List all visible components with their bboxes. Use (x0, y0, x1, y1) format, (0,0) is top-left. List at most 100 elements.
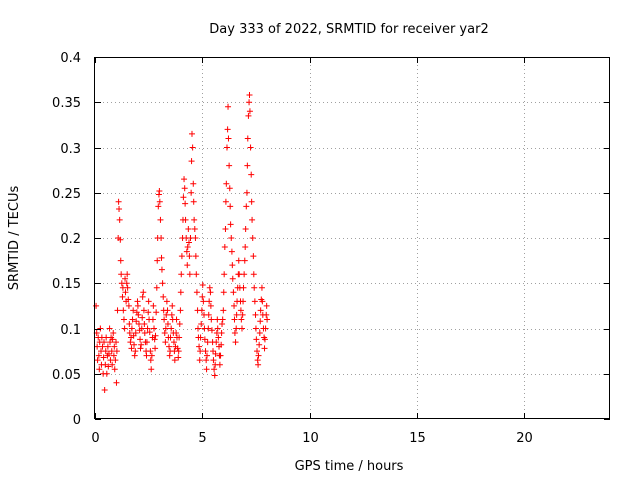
data-point (223, 180, 230, 187)
y-axis-label: SRMTID / TECUs (7, 186, 22, 291)
data-point (240, 298, 247, 305)
y-tick-label: 0 (73, 413, 81, 428)
data-point (193, 289, 200, 296)
data-point (186, 253, 193, 260)
data-point (182, 200, 189, 207)
data-point (151, 325, 158, 332)
data-point (132, 330, 139, 337)
data-point (200, 298, 207, 305)
data-point (239, 311, 246, 318)
data-point (104, 343, 111, 350)
grid-lines (95, 57, 610, 419)
data-point (208, 327, 215, 334)
data-point (214, 325, 221, 332)
data-point (184, 244, 191, 251)
data-point (177, 307, 184, 314)
data-point (231, 330, 238, 337)
data-point (121, 325, 128, 332)
data-point (252, 325, 259, 332)
data-point (192, 235, 199, 241)
data-point (100, 354, 107, 361)
data-point (112, 357, 119, 364)
data-point (152, 332, 159, 339)
data-point (156, 198, 163, 205)
data-point (169, 302, 176, 309)
data-point (226, 162, 233, 169)
data-point (137, 345, 144, 352)
data-point (191, 216, 198, 223)
data-point (164, 320, 171, 327)
data-point (163, 298, 170, 305)
data-point (196, 357, 203, 364)
data-point (178, 271, 185, 278)
data-point (174, 345, 181, 352)
data-point (254, 348, 261, 355)
data-point (116, 216, 123, 223)
data-point (113, 348, 120, 355)
data-point (161, 330, 168, 337)
y-tick-label: 0.1 (60, 323, 81, 338)
data-point (198, 320, 205, 327)
data-point (145, 309, 152, 316)
data-point (246, 99, 253, 106)
data-point (185, 225, 192, 232)
data-point (140, 307, 147, 314)
data-point (109, 336, 116, 343)
data-point (219, 316, 226, 323)
data-point (214, 316, 221, 323)
data-point (256, 341, 263, 348)
data-point (203, 366, 210, 373)
data-point (231, 302, 238, 309)
data-point (235, 257, 242, 264)
data-point (206, 284, 213, 291)
data-point (168, 325, 175, 332)
data-point (183, 248, 190, 255)
data-point (145, 298, 152, 305)
data-point (116, 206, 123, 213)
data-point (147, 357, 154, 364)
y-tick-label: 0.25 (52, 187, 81, 202)
data-point (111, 343, 118, 350)
data-point (181, 176, 188, 183)
y-tick-label: 0.05 (52, 368, 81, 383)
data-point (251, 284, 258, 291)
data-point (158, 235, 165, 241)
data-point (119, 293, 126, 300)
data-point (243, 203, 250, 210)
data-point (261, 345, 268, 352)
data-point (233, 311, 240, 318)
data-point (110, 352, 117, 359)
data-point (153, 309, 160, 316)
data-point (232, 339, 239, 346)
data-point (126, 320, 133, 327)
data-point (211, 372, 218, 379)
data-point (181, 185, 188, 192)
data-point (160, 293, 167, 300)
y-tick-label: 0.15 (52, 277, 81, 292)
data-point (197, 348, 204, 355)
data-point (222, 198, 229, 205)
data-point (221, 244, 228, 251)
data-point (162, 339, 169, 346)
data-point (177, 289, 184, 296)
data-point (188, 189, 195, 196)
data-point (242, 244, 249, 251)
data-point (193, 271, 200, 278)
data-point (246, 108, 253, 115)
data-point (108, 348, 115, 355)
data-point (231, 316, 238, 323)
data-point (223, 144, 230, 151)
data-point (212, 350, 219, 357)
data-point (95, 352, 102, 359)
data-point (127, 339, 134, 346)
data-point (143, 352, 150, 359)
data-point (184, 262, 191, 269)
data-point (244, 135, 251, 142)
data-point (148, 352, 155, 359)
data-point (243, 189, 250, 196)
data-point (146, 329, 153, 336)
data-point (228, 235, 235, 241)
data-point (253, 336, 260, 343)
data-point (114, 307, 121, 314)
data-point (109, 361, 116, 368)
